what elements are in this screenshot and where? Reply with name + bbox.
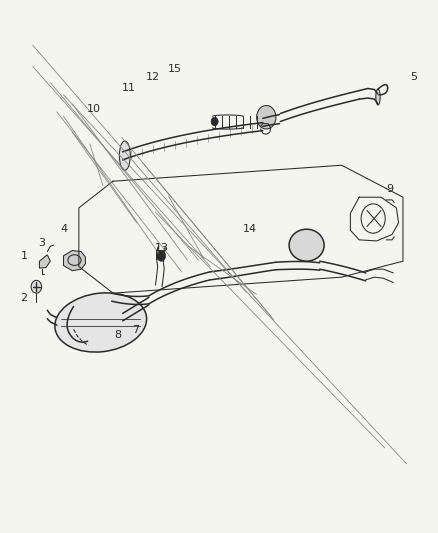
Text: 13: 13 <box>155 243 169 253</box>
Text: 7: 7 <box>132 326 139 335</box>
Text: 1: 1 <box>21 251 28 261</box>
Ellipse shape <box>376 89 380 105</box>
Text: 8: 8 <box>114 330 121 340</box>
Polygon shape <box>64 251 85 271</box>
Circle shape <box>211 117 218 126</box>
Text: 10: 10 <box>87 104 101 114</box>
Ellipse shape <box>119 141 130 171</box>
Text: 4: 4 <box>60 224 67 234</box>
Polygon shape <box>39 255 50 268</box>
Text: 14: 14 <box>243 224 257 234</box>
Circle shape <box>257 106 276 129</box>
Text: 12: 12 <box>145 72 159 82</box>
Ellipse shape <box>55 293 147 352</box>
Text: 11: 11 <box>122 83 136 93</box>
Text: 2: 2 <box>21 294 28 303</box>
Circle shape <box>157 251 166 261</box>
Text: 3: 3 <box>38 238 45 247</box>
Text: 15: 15 <box>168 64 182 74</box>
Text: 5: 5 <box>410 72 417 82</box>
Ellipse shape <box>289 229 324 261</box>
Text: 9: 9 <box>386 184 393 194</box>
Circle shape <box>31 280 42 293</box>
